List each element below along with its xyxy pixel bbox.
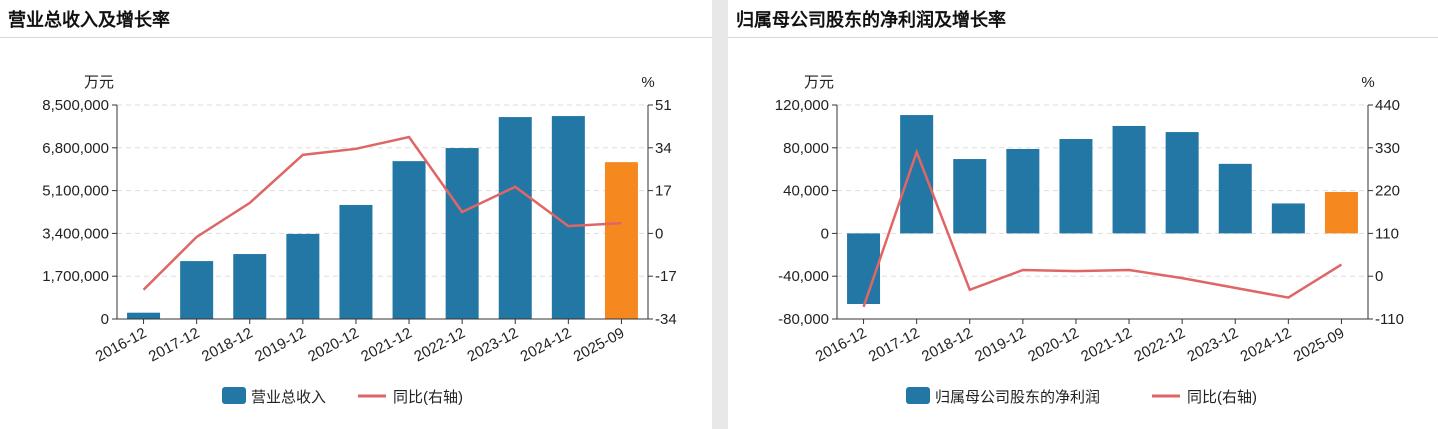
y-tick-label: -80,000 xyxy=(778,311,829,328)
net-profit-chart: 万元 % -80,000 -110 -40,000 0 0 110 40,000 220 80,00… xyxy=(775,74,1404,406)
y-tick-label: 6,800,000 xyxy=(42,140,109,157)
y2-tick-label: 440 xyxy=(1375,97,1400,114)
x-tick-label: 2019-12 xyxy=(252,325,309,366)
y2-tick-label: -110 xyxy=(1375,311,1404,328)
bar xyxy=(900,115,934,234)
y-tick-label: 0 xyxy=(101,311,109,328)
y-tick-label: 0 xyxy=(821,225,829,242)
y2-axis-unit: % xyxy=(1361,74,1374,91)
x-tick-label: 2019-12 xyxy=(972,325,1029,366)
panel-separator xyxy=(712,0,728,429)
x-tick-label: 2018-12 xyxy=(919,325,976,366)
y-tick-label: 40,000 xyxy=(783,183,829,200)
legend-line-label: 同比(右轴) xyxy=(393,389,463,406)
x-tick-label: 2017-12 xyxy=(866,325,923,366)
y2-tick-label: 110 xyxy=(1375,225,1399,242)
x-tick-label: 2017-12 xyxy=(146,325,203,366)
bar xyxy=(1112,125,1146,234)
y-tick-label: 8,500,000 xyxy=(42,97,109,114)
y2-tick-label: 17 xyxy=(655,183,672,200)
x-tick-label: 2024-12 xyxy=(1238,325,1295,366)
bar xyxy=(604,162,638,319)
y-axis-unit: 万元 xyxy=(804,74,834,91)
y2-tick-label: 0 xyxy=(1375,268,1383,285)
title-divider xyxy=(0,37,712,38)
yoy-line xyxy=(142,135,622,291)
x-tick-label: 2020-12 xyxy=(1025,325,1082,366)
bar xyxy=(445,148,479,319)
y-tick-label: 120,000 xyxy=(775,97,829,114)
y2-tick-label: -17 xyxy=(655,268,677,285)
bar xyxy=(847,233,881,305)
bar xyxy=(286,233,320,319)
x-tick-label: 2024-12 xyxy=(518,325,575,366)
x-tick-label: 2020-12 xyxy=(305,325,362,366)
x-tick-label: 2021-12 xyxy=(1078,325,1135,366)
legend-line-label: 同比(右轴) xyxy=(1187,389,1257,406)
bar xyxy=(233,254,267,319)
y2-tick-label: 0 xyxy=(655,225,663,242)
y-tick-label: -40,000 xyxy=(778,268,829,285)
bar xyxy=(1324,191,1358,234)
x-tick-label: 2023-12 xyxy=(1185,325,1242,366)
y-tick-label: 3,400,000 xyxy=(42,225,109,242)
bar xyxy=(180,261,214,319)
bar xyxy=(498,117,532,319)
bar xyxy=(127,312,161,319)
bar xyxy=(339,204,373,319)
y2-tick-label: -34 xyxy=(655,311,677,328)
yoy-line xyxy=(862,148,1343,308)
bar xyxy=(1271,203,1305,234)
y2-axis-unit: % xyxy=(641,74,654,91)
x-tick-label: 2022-12 xyxy=(411,325,468,366)
legend-bar-label: 归属母公司股东的净利润 xyxy=(935,389,1100,406)
bar xyxy=(1165,132,1199,234)
y-axis-unit: 万元 xyxy=(84,74,114,91)
x-tick-label: 2025-09 xyxy=(571,325,628,366)
revenue-chart: 万元 % 0 -34 1,700,000 -17 3,400,000 0 5,100,000 17… xyxy=(42,74,677,406)
chart-title: 归属母公司股东的净利润及增长率 xyxy=(736,10,1006,31)
y2-tick-label: 330 xyxy=(1375,140,1400,157)
bar xyxy=(392,161,426,319)
x-tick-label: 2016-12 xyxy=(93,325,150,366)
x-tick-label: 2016-12 xyxy=(813,325,870,366)
chart-title: 营业总收入及增长率 xyxy=(8,10,170,31)
bar xyxy=(1059,139,1093,234)
y-tick-label: 5,100,000 xyxy=(42,183,109,200)
bar xyxy=(953,159,987,234)
x-tick-label: 2025-09 xyxy=(1291,325,1348,366)
y2-tick-label: 34 xyxy=(655,140,672,157)
x-tick-label: 2022-12 xyxy=(1131,325,1188,366)
x-tick-label: 2023-12 xyxy=(465,325,522,366)
title-divider xyxy=(728,37,1438,38)
y2-tick-label: 220 xyxy=(1375,183,1400,200)
x-tick-label: 2021-12 xyxy=(358,325,415,366)
legend-bar-swatch xyxy=(906,387,930,404)
net-profit-chart-panel: 归属母公司股东的净利润及增长率 万元% -80,000 -110 -40,000 0 0 1… xyxy=(728,0,1438,429)
revenue-chart-panel: 营业总收入及增长率 万元% 0 -34 1,700,000 -17 3,400,000 0 5… xyxy=(0,0,712,429)
y-tick-label: 1,700,000 xyxy=(42,268,109,285)
legend-bar-swatch xyxy=(222,387,246,404)
y-tick-label: 80,000 xyxy=(783,140,829,157)
legend-bar-label: 营业总收入 xyxy=(251,389,326,406)
y2-tick-label: 51 xyxy=(655,97,672,114)
x-tick-label: 2018-12 xyxy=(199,325,256,366)
bar xyxy=(1006,148,1040,234)
bar xyxy=(1218,163,1252,234)
